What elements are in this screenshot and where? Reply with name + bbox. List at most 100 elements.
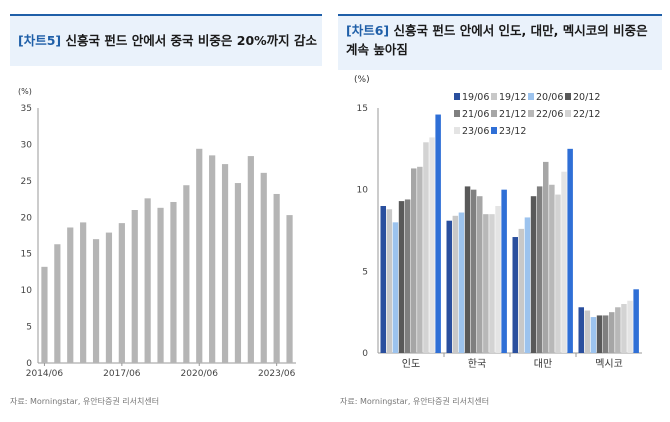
left-bar xyxy=(196,148,203,363)
legend-swatch xyxy=(491,93,497,100)
right-bar xyxy=(512,237,518,353)
right-bar xyxy=(524,217,531,353)
left-chart-title-text: 신흥국 펀드 안에서 중국 비중은 20%까지 감소 xyxy=(65,33,318,48)
right-bar xyxy=(411,168,417,353)
legend-swatch xyxy=(491,127,497,134)
left-bar xyxy=(105,232,113,363)
right-chart-title-line2: 계속 높아짐 xyxy=(346,42,408,57)
right-y-tick-label: 0 xyxy=(362,349,368,359)
right-x-category-label: 멕시코 xyxy=(595,358,623,370)
legend-label: 20/12 xyxy=(573,92,600,103)
legend-swatch xyxy=(528,93,534,100)
right-source: 자료: Morningstar, 유안타증권 리서치센터 xyxy=(340,397,490,406)
legend-swatch xyxy=(565,110,571,117)
legend-label: 19/12 xyxy=(499,92,526,103)
legend-label: 22/12 xyxy=(573,109,600,120)
left-y-unit: (%) xyxy=(18,87,32,96)
left-bar xyxy=(67,227,74,363)
right-chart-tag: [차트6] xyxy=(346,23,390,38)
left-y-tick-label: 10 xyxy=(21,286,33,296)
left-bar xyxy=(92,239,100,363)
left-bar xyxy=(221,164,229,363)
left-bar xyxy=(209,155,216,363)
left-y-tick-label: 35 xyxy=(21,104,32,114)
left-x-tick-label: 2023/06 xyxy=(258,369,296,379)
left-y-tick-label: 0 xyxy=(26,359,32,369)
left-bar xyxy=(131,210,138,363)
right-chart-title: [차트6] 신흥국 펀드 안에서 인도, 대만, 멕시코의 비중은 계속 높아짐 xyxy=(346,21,648,59)
right-bar xyxy=(398,201,405,353)
right-bar xyxy=(464,186,471,353)
right-y-tick-label: 15 xyxy=(357,104,368,114)
right-bar xyxy=(380,206,386,353)
right-bar xyxy=(615,307,621,353)
left-y-tick-label: 15 xyxy=(21,250,32,260)
left-bar xyxy=(247,156,254,363)
right-bar xyxy=(590,317,597,353)
right-bar xyxy=(567,148,573,353)
right-bar xyxy=(561,171,567,353)
right-bar xyxy=(404,199,411,353)
left-y-tick-label: 20 xyxy=(21,213,33,223)
right-x-category-label: 대만 xyxy=(534,358,552,370)
right-bar xyxy=(477,196,483,353)
right-bar xyxy=(584,310,591,353)
left-y-tick-label: 5 xyxy=(26,323,32,333)
legend-swatch xyxy=(565,93,571,100)
right-bar xyxy=(483,214,489,353)
left-y-tick-label: 25 xyxy=(21,177,32,187)
right-bar xyxy=(621,304,627,353)
right-bar xyxy=(417,166,423,353)
left-bar xyxy=(118,223,125,363)
left-bar xyxy=(157,207,164,363)
right-bar xyxy=(423,142,429,353)
right-bar xyxy=(530,196,537,353)
right-bar xyxy=(495,206,501,353)
left-bar xyxy=(273,193,280,363)
left-chart-tag: [차트5] xyxy=(18,33,62,48)
right-y-tick-label: 5 xyxy=(362,267,368,277)
left-bar xyxy=(183,185,190,363)
right-bar xyxy=(609,312,615,353)
legend-label: 23/06 xyxy=(462,126,489,137)
right-x-category-label: 인도 xyxy=(402,358,420,370)
left-panel: [차트5] 신흥국 펀드 안에서 중국 비중은 20%까지 감소 (%) 0 5 10… xyxy=(10,0,322,422)
legend-swatch xyxy=(454,127,460,134)
left-bar xyxy=(54,244,61,363)
right-bar xyxy=(470,189,477,353)
right-bar xyxy=(578,307,584,353)
right-y-tick-label: 10 xyxy=(357,186,369,196)
right-bar xyxy=(536,186,543,353)
left-bar xyxy=(234,183,242,363)
right-bar xyxy=(555,194,561,353)
left-y-tick-label: 30 xyxy=(21,140,33,150)
legend-label: 22/06 xyxy=(536,109,563,120)
right-bar xyxy=(392,222,399,353)
right-y-unit: (%) xyxy=(354,75,370,85)
right-bar xyxy=(627,300,633,353)
left-x-tick-label: 2014/06 xyxy=(26,369,64,379)
right-x-category-label: 한국 xyxy=(468,358,486,370)
right-bar xyxy=(489,214,495,353)
right-title-box: [차트6] 신흥국 펀드 안에서 인도, 대만, 멕시코의 비중은 계속 높아짐 xyxy=(338,14,662,70)
right-panel: [차트6] 신흥국 펀드 안에서 인도, 대만, 멕시코의 비중은 계속 높아짐… xyxy=(338,0,662,422)
left-bar xyxy=(80,222,87,363)
left-bar-chart: (%) 0 5 10 15 20 25 30 35 2014/06 2017/06 2020/06 20… xyxy=(18,87,296,379)
right-bar xyxy=(543,161,549,353)
legend-swatch xyxy=(491,110,497,117)
legend-swatch xyxy=(454,110,460,117)
right-bar xyxy=(602,315,609,353)
right-bar xyxy=(518,228,525,353)
right-bar xyxy=(501,189,507,353)
right-bar xyxy=(452,215,459,353)
legend-label: 19/06 xyxy=(462,92,489,103)
legend-swatch xyxy=(454,93,460,100)
right-grouped-bar-chart: (%) 0 5 10 15 인도 한국 대만 멕시코 19/06 19/12 20/06 20/12 21… xyxy=(354,75,642,370)
right-bar xyxy=(596,315,603,353)
left-x-tick-label: 2017/06 xyxy=(103,369,141,379)
right-bar xyxy=(458,212,465,353)
right-bar xyxy=(549,184,555,353)
left-bar xyxy=(41,266,48,363)
right-bar xyxy=(386,209,393,353)
legend-label: 21/06 xyxy=(462,109,489,120)
